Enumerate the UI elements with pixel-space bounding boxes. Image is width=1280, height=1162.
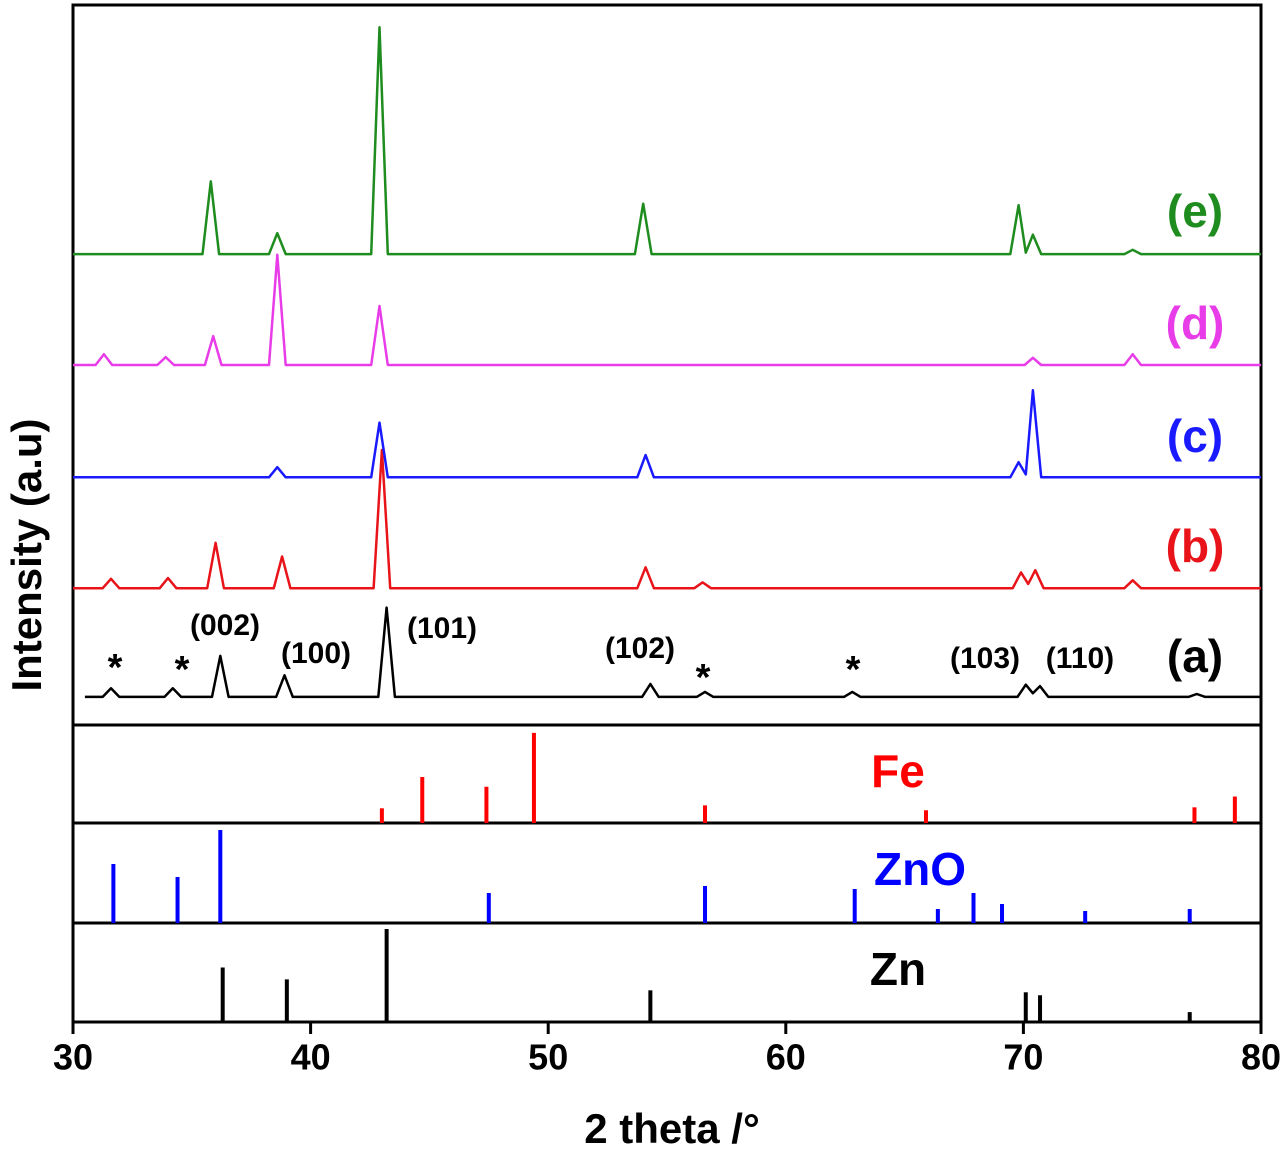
panel-label: Fe (871, 745, 925, 797)
annotation: * (108, 647, 123, 689)
annotation: * (175, 649, 190, 691)
annotation: (103) (950, 642, 1020, 675)
y-axis-label: Intensity (a.u) (3, 418, 50, 691)
series-label: (b) (1166, 520, 1225, 572)
x-axis-label: 2 theta /° (584, 1105, 760, 1152)
series-label: (c) (1167, 410, 1223, 462)
series-label: (a) (1167, 630, 1223, 682)
panel-label: Zn (870, 943, 926, 995)
xrd-trace (73, 26, 1261, 256)
annotation: (101) (407, 612, 477, 645)
annotation: (002) (190, 609, 260, 642)
x-tick-label: 40 (291, 1037, 331, 1078)
panel-label: ZnO (874, 843, 966, 895)
annotation: * (846, 649, 861, 691)
x-tick-label: 60 (766, 1037, 806, 1078)
x-tick-label: 30 (53, 1037, 93, 1078)
xrd-trace (73, 448, 1261, 590)
xrd-trace (84, 606, 1261, 699)
plot-frame (71, 3, 1263, 1024)
annotation: * (696, 657, 711, 699)
annotation: (100) (281, 637, 351, 670)
x-tick-label: 80 (1241, 1037, 1280, 1078)
x-tick-label: 50 (528, 1037, 568, 1078)
x-tick-label: 70 (1003, 1037, 1043, 1078)
annotation: (102) (605, 632, 675, 665)
annotation: (110) (1046, 642, 1114, 675)
xrd-trace (73, 253, 1261, 367)
xrd-trace (73, 388, 1261, 479)
series-label: (e) (1167, 185, 1223, 237)
series-label: (d) (1166, 297, 1225, 349)
